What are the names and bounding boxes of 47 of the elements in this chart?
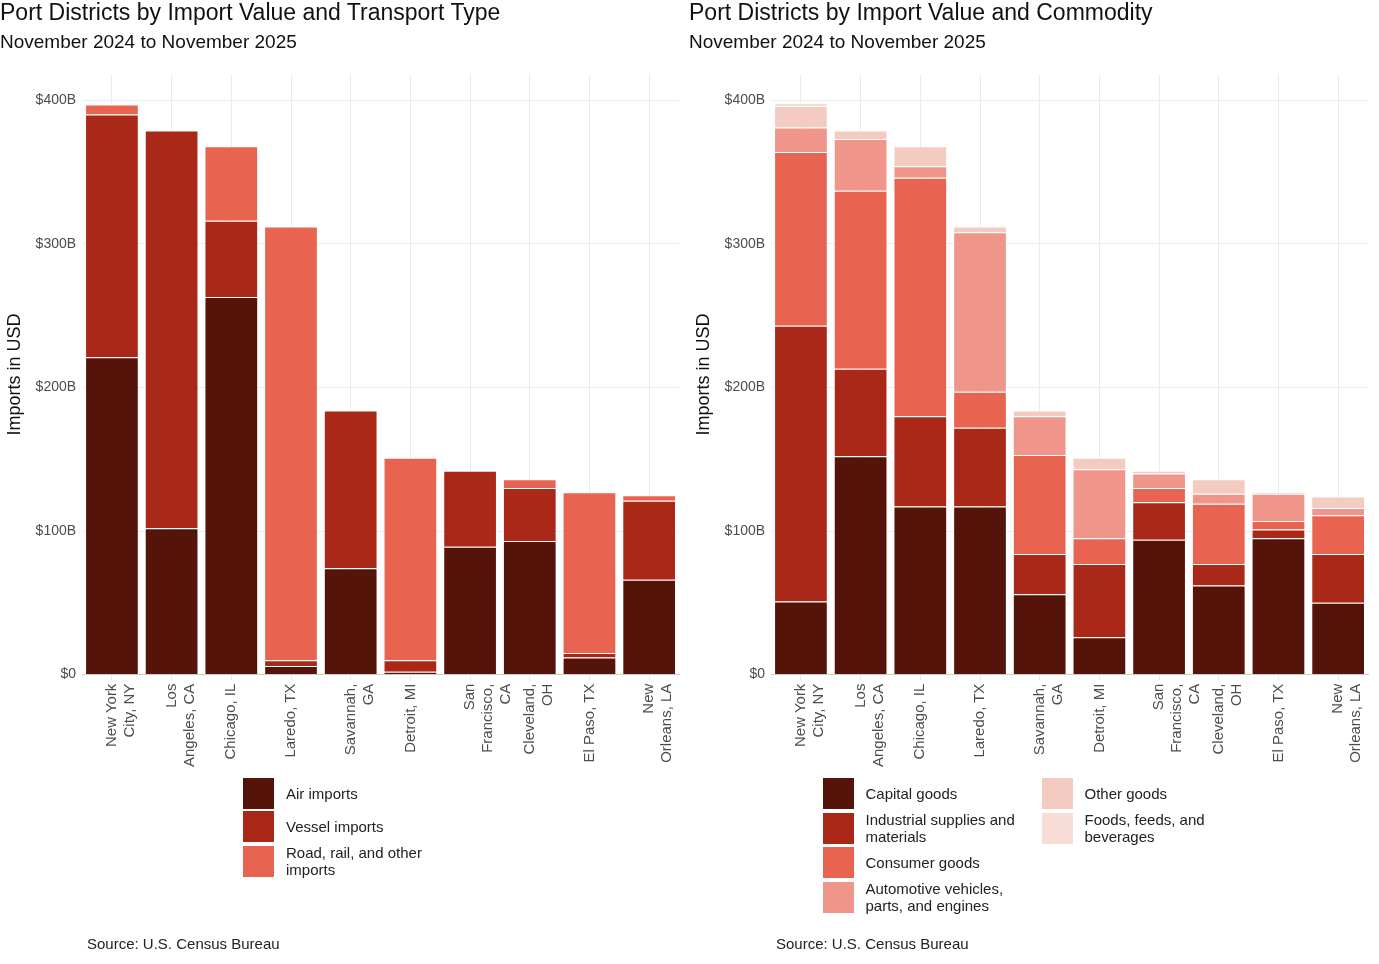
chart-subtitle: November 2024 to November 2025 [0, 31, 297, 53]
y-tick-label: $100B [35, 521, 77, 538]
source-note: Source: U.S. Census Bureau [87, 935, 280, 952]
y-tick-label: $100B [724, 521, 766, 538]
x-tick-label: San Francisco, CA [1149, 683, 1203, 753]
x-tick-label: El Paso, TX [1268, 683, 1286, 763]
x-tick-label: San Francisco, CA [460, 683, 514, 753]
x-tick-label: Savannah, GA [340, 683, 376, 756]
y-tick-label: $0 [749, 665, 766, 682]
x-tick-label: New York City, NY [791, 683, 827, 747]
legend-label: Consumer goods [865, 854, 980, 871]
y-tick-label: $300B [35, 234, 77, 251]
y-tick-label: $0 [60, 665, 77, 682]
y-axis-title: Imports in USD [692, 313, 713, 436]
legend-label: Industrial supplies and materials [865, 811, 1016, 845]
legend-label: Foods, feeds, and beverages [1084, 811, 1206, 845]
legend-label: Vessel imports [286, 818, 384, 835]
x-tick-label: Detroit, MI [1089, 683, 1107, 753]
x-tick-label: Laredo, TX [970, 683, 988, 758]
legend-label: Capital goods [865, 785, 958, 802]
x-tick-label: New York City, NY [102, 683, 138, 747]
x-tick-label: El Paso, TX [579, 683, 597, 763]
y-axis-title: Imports in USD [3, 313, 24, 436]
chart-title: Port Districts by Import Value and Commodity [689, 0, 1154, 26]
chart-subtitle: November 2024 to November 2025 [689, 31, 986, 53]
x-tick-label: New Orleans, LA [1328, 683, 1364, 763]
x-tick-label: Cleveland, OH [519, 683, 555, 755]
x-tick-label: Laredo, TX [281, 683, 299, 758]
x-tick-label: Detroit, MI [400, 683, 418, 753]
x-tick-label: New Orleans, LA [639, 683, 675, 763]
x-tick-label: Chicago, IL [910, 683, 928, 760]
y-tick-label: $300B [724, 234, 766, 251]
y-tick-label: $400B [35, 91, 77, 108]
legend-label: Automotive vehicles, parts, and engines [865, 880, 1005, 914]
legend-label: Air imports [286, 785, 358, 802]
x-tick-label: Cleveland, OH [1208, 683, 1244, 755]
y-tick-label: $400B [724, 91, 766, 108]
legend-label: Road, rail, and other imports [286, 844, 423, 878]
y-tick-label: $200B [35, 378, 77, 395]
x-tick-label: Los Angeles, CA [161, 683, 197, 768]
y-tick-label: $200B [724, 378, 766, 395]
x-tick-label: Savannah, GA [1029, 683, 1065, 756]
x-tick-label: Chicago, IL [221, 683, 239, 760]
legend-label: Other goods [1084, 785, 1168, 802]
source-note: Source: U.S. Census Bureau [776, 935, 969, 952]
chart-title: Port Districts by Import Value and Transport Type [0, 0, 501, 26]
x-tick-label: Los Angeles, CA [850, 683, 886, 768]
